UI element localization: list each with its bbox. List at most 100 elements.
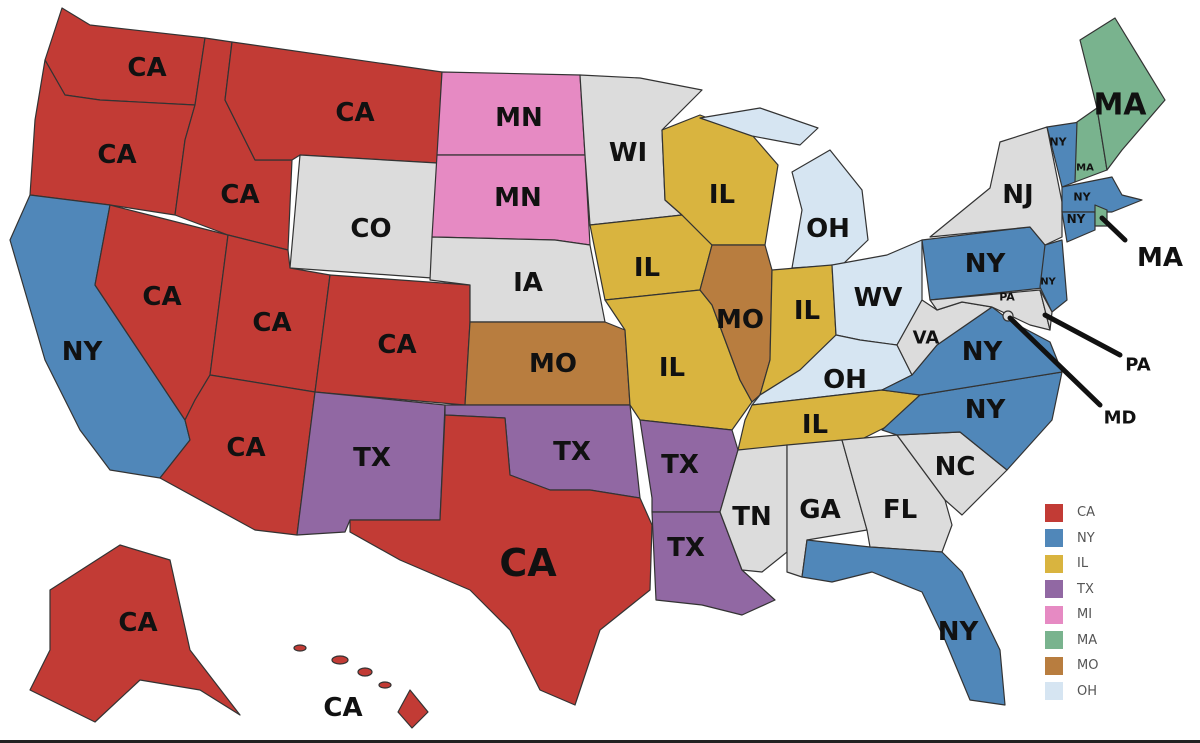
state-label-wa: CA [127, 53, 166, 83]
state-label-ar: TX [661, 450, 699, 480]
state-label-wv: VA [913, 328, 940, 349]
legend-label: MI [1077, 607, 1093, 623]
state-ct [1061, 211, 1096, 243]
state-label-az: CA [226, 433, 265, 463]
state-label-nd: MN [495, 103, 543, 133]
legend-swatch [1045, 682, 1063, 701]
state-label-mt: CA [335, 98, 374, 128]
legend-label: MA [1077, 632, 1098, 648]
states-layer [9, 7, 1166, 729]
state-label-va: NY [962, 337, 1004, 367]
legend-item-ma: MA [1045, 628, 1098, 654]
bottom-border [0, 740, 1200, 743]
state-label-nc: NY [965, 395, 1007, 425]
state-label-ne: IA [513, 268, 543, 298]
state-label-mi: OH [806, 214, 850, 244]
state-label-ks: MO [529, 349, 577, 379]
state-mi [791, 149, 869, 269]
state-label-ok: TX [553, 437, 591, 467]
legend-swatch [1045, 580, 1063, 599]
state-label-ky: OH [823, 365, 867, 395]
callout-label-ri: MA [1137, 243, 1183, 273]
state-label-ma: NY [1073, 191, 1091, 204]
legend-item-tx: TX [1045, 577, 1098, 603]
state-me [1079, 17, 1166, 171]
legend-swatch [1045, 656, 1063, 675]
legend-item-ny: NY [1045, 526, 1098, 552]
state-label-mn: WI [609, 138, 647, 168]
state-label-tn: IL [802, 410, 828, 440]
state-label-nh: MA [1076, 163, 1094, 174]
state-label-il: MO [716, 305, 764, 335]
state-label-tx: CA [499, 541, 557, 585]
legend-label: IL [1077, 556, 1089, 572]
state-label-al: GA [799, 495, 840, 525]
legend-label: TX [1077, 581, 1094, 597]
legend: CA NY IL TX MI MA MO OH [1045, 500, 1098, 704]
state-label-co: CA [377, 330, 416, 360]
state-mt [224, 41, 443, 164]
state-label-in: IL [794, 296, 820, 326]
state-label-nm: TX [353, 443, 391, 473]
state-tx [349, 414, 653, 706]
legend-swatch [1045, 605, 1063, 624]
legend-item-il: IL [1045, 551, 1098, 577]
state-label-sc: NC [935, 452, 976, 482]
state-nj [1039, 239, 1068, 313]
legend-swatch [1045, 503, 1063, 522]
state-label-me: MA [1093, 88, 1147, 123]
state-label-wi: IL [709, 180, 735, 210]
callout-layer [1007, 215, 1128, 408]
state-fl [801, 539, 1006, 706]
state-label-nv: CA [142, 282, 181, 312]
callout-line-dc [1007, 315, 1103, 408]
legend-label: MO [1077, 658, 1099, 674]
hawaii-island [378, 681, 392, 689]
state-label-id: CA [220, 180, 259, 210]
hawaii-island [293, 644, 307, 652]
state-hi [397, 689, 429, 729]
state-ak [29, 544, 241, 723]
legend-item-ca: CA [1045, 500, 1098, 526]
state-label-md: PA [999, 291, 1015, 304]
state-label-nj: NY [1040, 277, 1056, 288]
callout-line-ri [1099, 215, 1128, 243]
state-label-fl: NY [938, 617, 980, 647]
state-miup [699, 107, 819, 146]
legend-swatch [1045, 529, 1063, 548]
state-label-mo: IL [659, 353, 685, 383]
state-label-la: TX [667, 533, 705, 563]
state-label-ga: FL [883, 495, 917, 525]
state-label-pa: NY [965, 249, 1007, 279]
legend-item-mo: MO [1045, 653, 1098, 679]
state-label-ca: NY [62, 337, 104, 367]
state-label-oh: WV [854, 283, 903, 313]
hawaii-island [331, 655, 349, 665]
legend-item-oh: OH [1045, 679, 1098, 705]
legend-swatch [1045, 554, 1063, 573]
state-label-wy: CO [350, 214, 391, 244]
state-label-ct: NY [1067, 212, 1086, 226]
state-label-ak: CA [118, 608, 157, 638]
callout-line-de [1042, 312, 1123, 358]
state-wa [44, 7, 206, 106]
state-label-or: CA [97, 140, 136, 170]
state-label-sd: MN [494, 183, 542, 213]
state-label-ia: IL [634, 253, 660, 283]
state-ny [929, 126, 1063, 246]
hawaii-island [357, 667, 373, 677]
state-il [699, 244, 773, 403]
legend-swatch [1045, 631, 1063, 650]
state-label-ms: TN [732, 502, 772, 532]
state-label-vt: NY [1049, 136, 1067, 149]
legend-item-mi: MI [1045, 602, 1098, 628]
legend-label: OH [1077, 683, 1098, 699]
labels-layer: CA CA NY CA CA CA CO CA CA CA TX MN MN IA MO TX CA WI IL IL… [62, 53, 1183, 723]
state-label-ut: CA [252, 308, 291, 338]
legend-label: NY [1077, 530, 1095, 546]
legend-label: CA [1077, 505, 1095, 521]
callout-label-dc: MD [1104, 408, 1137, 429]
state-label-hi: CA [323, 693, 362, 723]
state-label-ny: NJ [1002, 180, 1033, 210]
